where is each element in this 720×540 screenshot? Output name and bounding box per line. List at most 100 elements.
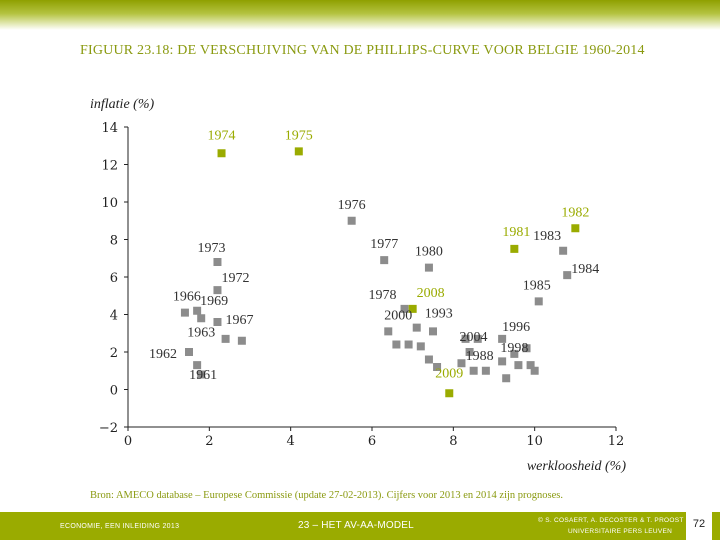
data-point-green: [510, 244, 519, 253]
y-tick-label: 8: [110, 234, 118, 249]
point-label: 1988: [466, 349, 494, 364]
point-label: 1973: [197, 241, 225, 256]
data-point-green: [217, 149, 226, 158]
data-point-gray: [404, 340, 413, 349]
data-point-gray: [457, 359, 466, 368]
point-label: 1962: [149, 347, 177, 362]
x-tick-label: 12: [608, 434, 625, 449]
data-point-gray: [197, 314, 206, 323]
chart-axes: 0 2 4 6 8 10 12 −2 0 2 4 6 8 10 12 14 inflatie (%) werklo…: [90, 97, 626, 474]
y-tick-label: 2: [110, 346, 118, 361]
point-label: 2008: [417, 286, 445, 301]
header-gradient-bar: [0, 0, 720, 30]
page-number: 72: [686, 512, 712, 540]
point-label: 1978: [369, 288, 397, 303]
data-point-gray: [473, 334, 482, 343]
data-point-green: [408, 304, 417, 313]
data-point-gray: [237, 336, 246, 345]
page-title: FIGUUR 23.18: DE VERSCHUIVING VAN DE PHI…: [80, 43, 645, 58]
data-point-gray: [526, 361, 535, 370]
x-tick-label: 4: [287, 434, 295, 449]
footer-publisher: UNIVERSITAIRE PERS LEUVEN: [568, 528, 673, 535]
data-point-gray: [502, 374, 511, 383]
point-label: 1975: [285, 128, 313, 143]
source-note: Bron: AMECO database – Europese Commissi…: [90, 490, 564, 501]
point-label: 1967: [225, 313, 253, 328]
data-point-gray: [193, 361, 202, 370]
data-point-gray: [197, 370, 206, 379]
point-label: 1969: [200, 294, 228, 309]
y-tick-label: 14: [101, 121, 118, 136]
data-point-green: [571, 224, 580, 233]
data-point-gray: [514, 361, 523, 370]
x-tick-label: 10: [526, 434, 543, 449]
footer-chapter: 23 – HET AV-AA-MODEL: [298, 520, 414, 531]
data-point-gray: [469, 366, 478, 375]
point-label: 1982: [561, 205, 589, 220]
point-label: 1980: [415, 245, 443, 260]
data-point-green: [445, 389, 454, 398]
data-point-gray: [213, 258, 222, 266]
data-point-gray: [347, 216, 356, 225]
data-point-gray: [221, 334, 230, 343]
point-label: 1996: [502, 320, 530, 335]
point-label: 1974: [208, 128, 236, 143]
x-tick-label: 0: [124, 434, 132, 449]
point-label: 1985: [523, 278, 551, 293]
point-label: 2009: [435, 366, 463, 381]
y-tick-label: 6: [110, 271, 118, 286]
data-point-gray: [412, 323, 421, 332]
point-label: 1961: [189, 368, 217, 383]
y-tick-label: 0: [110, 384, 118, 399]
data-point-gray: [481, 366, 490, 375]
data-point-gray: [392, 340, 401, 349]
data-point-gray: [416, 342, 425, 351]
x-tick-label: 8: [449, 434, 457, 449]
data-point-gray: [429, 327, 437, 336]
data-point-gray: [193, 306, 202, 315]
data-point-gray: [180, 308, 189, 317]
data-point-gray: [424, 355, 433, 364]
data-point-gray: [213, 286, 222, 295]
point-label: 1977: [370, 237, 398, 252]
point-label: 1981: [502, 225, 530, 240]
data-point-gray: [522, 344, 531, 353]
data-point-gray: [185, 348, 193, 356]
point-label: 1983: [533, 229, 561, 244]
data-point-green: [294, 147, 303, 156]
y-axis-label: inflatie (%): [90, 97, 154, 112]
point-label: 1998: [500, 341, 528, 356]
point-label: 1993: [425, 307, 453, 322]
x-tick-label: 2: [205, 434, 213, 449]
footer-book-title: ECONOMIE, EEN INLEIDING 2013: [60, 523, 180, 530]
data-point-gray: [384, 327, 393, 336]
data-point-gray: [213, 318, 222, 326]
footer-bar: ECONOMIE, EEN INLEIDING 2013 23 – HET AV…: [0, 512, 720, 540]
data-point-gray: [510, 349, 519, 358]
chart-points: [180, 147, 580, 398]
y-tick-label: 10: [101, 196, 118, 211]
point-label: 1966: [173, 290, 201, 305]
point-label: 1972: [221, 271, 249, 286]
data-point-gray: [530, 366, 539, 375]
y-tick-label: 4: [110, 309, 118, 324]
data-point-gray: [400, 304, 409, 313]
data-point-gray: [380, 256, 389, 265]
point-label: 1976: [338, 198, 366, 213]
point-label: 2004: [460, 330, 488, 345]
y-tick-label: 12: [101, 159, 118, 174]
x-tick-label: 6: [368, 434, 376, 449]
point-label: 2000: [384, 308, 412, 323]
data-point-gray: [563, 271, 572, 280]
data-point-gray: [461, 334, 470, 343]
data-point-gray: [498, 334, 507, 343]
chart-point-labels: 1973 1972 1966 1969 1967 1963 1962 1961 1976 1977…: [149, 128, 599, 383]
point-label: 1984: [571, 262, 599, 277]
footer-copyright: © S. COSAERT, A. DECOSTER & T. PROOST: [538, 517, 684, 524]
data-point-gray: [498, 357, 507, 366]
point-label: 1963: [187, 325, 215, 340]
y-tick-label: −2: [99, 421, 118, 436]
data-point-gray: [559, 246, 568, 255]
data-point-gray: [534, 297, 543, 306]
